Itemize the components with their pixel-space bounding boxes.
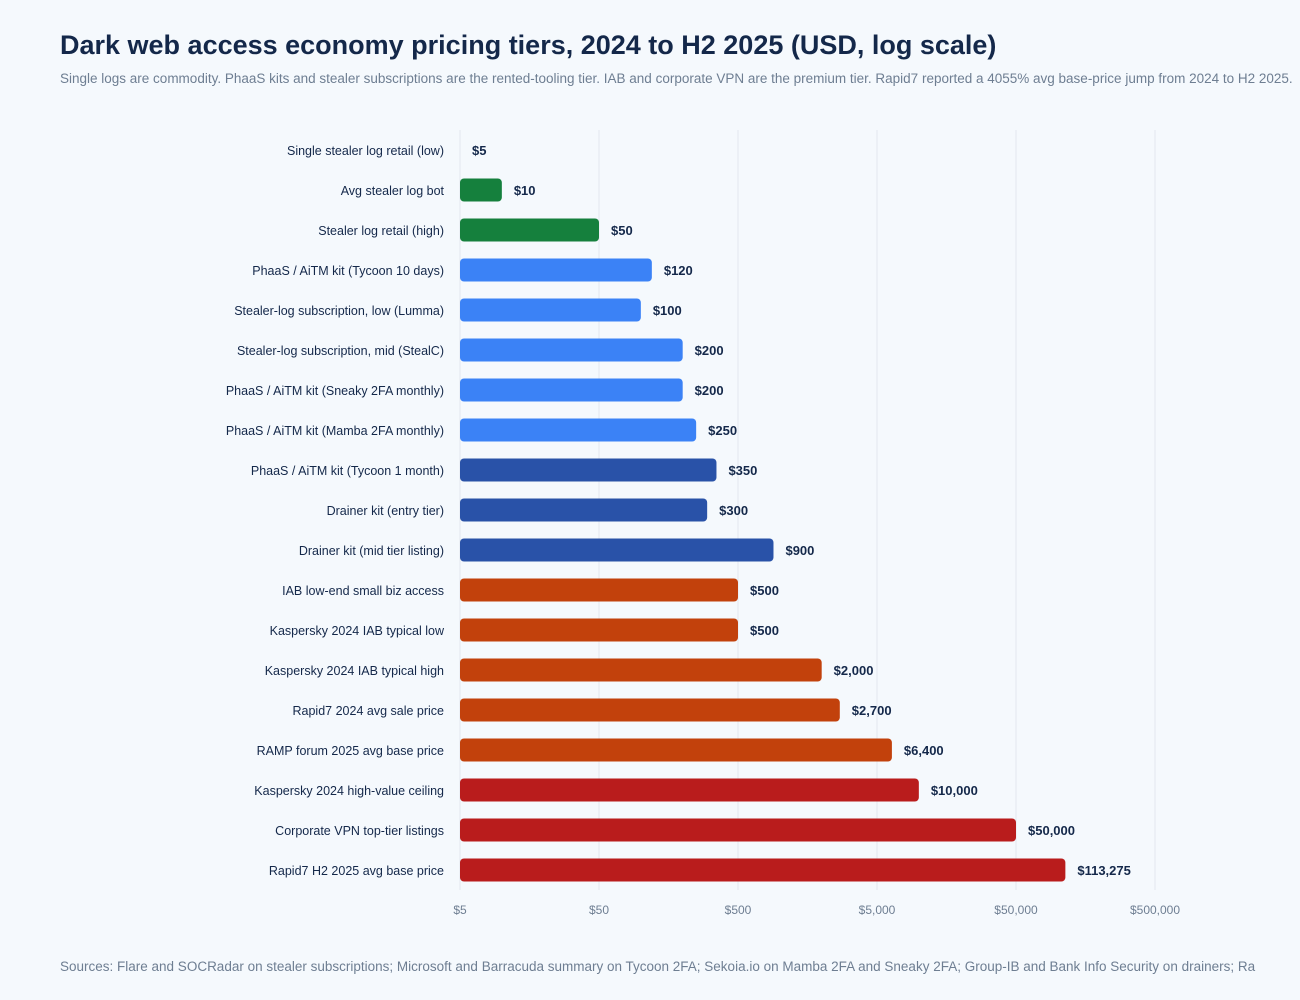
value-label: $200 bbox=[695, 383, 724, 398]
value-label: $113,275 bbox=[1077, 863, 1131, 878]
bar bbox=[460, 458, 717, 482]
x-axis-ticks: $5 $50 $500 $5,000 $50,000 $500,000 bbox=[453, 903, 1180, 917]
bar bbox=[460, 418, 697, 442]
x-tick-label: $500,000 bbox=[1130, 903, 1180, 917]
category-label: RAMP forum 2025 avg base price bbox=[257, 744, 444, 758]
bar bbox=[460, 178, 502, 202]
bar bbox=[460, 578, 738, 602]
value-label: $500 bbox=[750, 623, 779, 638]
bar bbox=[460, 298, 641, 322]
value-label: $2,700 bbox=[852, 703, 892, 718]
bar bbox=[460, 618, 738, 642]
bar bbox=[460, 338, 683, 362]
value-label: $100 bbox=[653, 303, 682, 318]
x-tick-label: $5,000 bbox=[859, 903, 896, 917]
category-label: Stealer-log subscription, low (Lumma) bbox=[234, 304, 444, 318]
chart-source: Sources: Flare and SOCRadar on stealer s… bbox=[60, 959, 1256, 974]
bar bbox=[460, 778, 919, 802]
bar bbox=[460, 658, 822, 682]
category-label: Kaspersky 2024 IAB typical high bbox=[265, 664, 444, 678]
x-tick-label: $5 bbox=[453, 903, 467, 917]
category-label: Kaspersky 2024 IAB typical low bbox=[270, 624, 445, 638]
category-label: PhaaS / AiTM kit (Mamba 2FA monthly) bbox=[226, 424, 444, 438]
value-label: $50,000 bbox=[1028, 823, 1075, 838]
bar bbox=[460, 858, 1066, 882]
value-label: $350 bbox=[728, 463, 757, 478]
bar bbox=[460, 258, 652, 282]
category-label: Kaspersky 2024 high-value ceiling bbox=[254, 784, 444, 798]
bar bbox=[460, 818, 1016, 842]
bar bbox=[460, 218, 599, 242]
category-label: IAB low-end small biz access bbox=[282, 584, 444, 598]
x-tick-label: $500 bbox=[725, 903, 752, 917]
category-label: Rapid7 2024 avg sale price bbox=[293, 704, 445, 718]
label-layer: Single stealer log retail (low) $5 Avg ste… bbox=[226, 143, 1131, 878]
bar-layer bbox=[460, 178, 1066, 882]
bar bbox=[460, 498, 708, 522]
value-label: $300 bbox=[719, 503, 748, 518]
category-label: Avg stealer log bot bbox=[341, 184, 445, 198]
category-label: Corporate VPN top-tier listings bbox=[275, 824, 444, 838]
value-label: $10,000 bbox=[931, 783, 978, 798]
value-label: $10 bbox=[514, 183, 536, 198]
value-label: $250 bbox=[708, 423, 737, 438]
category-label: Stealer-log subscription, mid (StealC) bbox=[237, 344, 444, 358]
x-tick-label: $50,000 bbox=[994, 903, 1038, 917]
x-tick-label: $50 bbox=[589, 903, 609, 917]
value-label: $500 bbox=[750, 583, 779, 598]
value-label: $200 bbox=[695, 343, 724, 358]
category-label: PhaaS / AiTM kit (Tycoon 10 days) bbox=[252, 264, 444, 278]
chart-subtitle: Single logs are commodity. PhaaS kits an… bbox=[60, 71, 1293, 86]
category-label: Single stealer log retail (low) bbox=[287, 144, 444, 158]
bar bbox=[460, 698, 840, 722]
value-label: $50 bbox=[611, 223, 633, 238]
category-label: PhaaS / AiTM kit (Tycoon 1 month) bbox=[251, 464, 444, 478]
category-label: Drainer kit (mid tier listing) bbox=[299, 544, 444, 558]
value-label: $5 bbox=[472, 143, 486, 158]
category-label: PhaaS / AiTM kit (Sneaky 2FA monthly) bbox=[226, 384, 444, 398]
value-label: $2,000 bbox=[834, 663, 874, 678]
category-label: Rapid7 H2 2025 avg base price bbox=[269, 864, 444, 878]
bar bbox=[460, 378, 683, 402]
value-label: $900 bbox=[785, 543, 814, 558]
value-label: $120 bbox=[664, 263, 693, 278]
bar bbox=[460, 738, 892, 762]
chart-title: Dark web access economy pricing tiers, 2… bbox=[60, 30, 997, 60]
category-label: Stealer log retail (high) bbox=[318, 224, 444, 238]
category-label: Drainer kit (entry tier) bbox=[327, 504, 444, 518]
value-label: $6,400 bbox=[904, 743, 944, 758]
bar bbox=[460, 538, 774, 562]
